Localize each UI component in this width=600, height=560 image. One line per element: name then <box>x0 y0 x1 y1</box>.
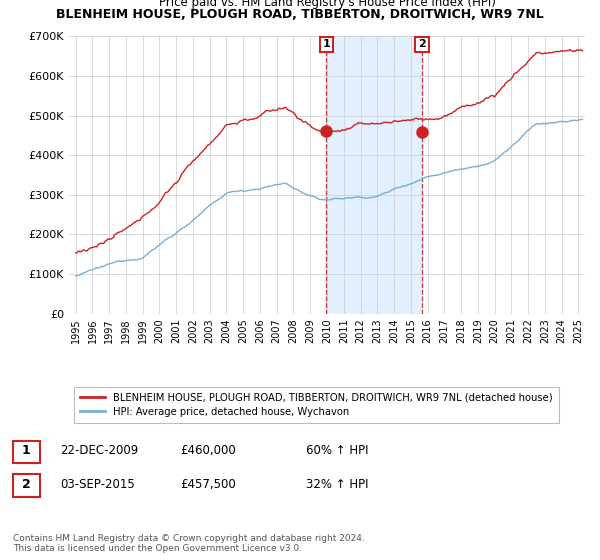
Title: Price paid vs. HM Land Registry's House Price Index (HPI): Price paid vs. HM Land Registry's House … <box>158 0 496 9</box>
Text: 32% ↑ HPI: 32% ↑ HPI <box>306 478 368 491</box>
Text: £460,000: £460,000 <box>180 444 236 458</box>
Text: 22-DEC-2009: 22-DEC-2009 <box>60 444 138 458</box>
Text: Contains HM Land Registry data © Crown copyright and database right 2024.
This d: Contains HM Land Registry data © Crown c… <box>13 534 365 553</box>
Bar <box>326 36 422 314</box>
Text: 2: 2 <box>418 39 426 49</box>
Legend: BLENHEIM HOUSE, PLOUGH ROAD, TIBBERTON, DROITWICH, WR9 7NL (detached house), HPI: BLENHEIM HOUSE, PLOUGH ROAD, TIBBERTON, … <box>74 386 559 422</box>
Text: 03-SEP-2015: 03-SEP-2015 <box>60 478 135 491</box>
Text: £457,500: £457,500 <box>180 478 236 491</box>
Text: 60% ↑ HPI: 60% ↑ HPI <box>306 444 368 458</box>
Text: 1: 1 <box>323 39 331 49</box>
Text: 1: 1 <box>22 444 31 458</box>
Text: 2: 2 <box>22 478 31 491</box>
Text: BLENHEIM HOUSE, PLOUGH ROAD, TIBBERTON, DROITWICH, WR9 7NL: BLENHEIM HOUSE, PLOUGH ROAD, TIBBERTON, … <box>56 8 544 21</box>
